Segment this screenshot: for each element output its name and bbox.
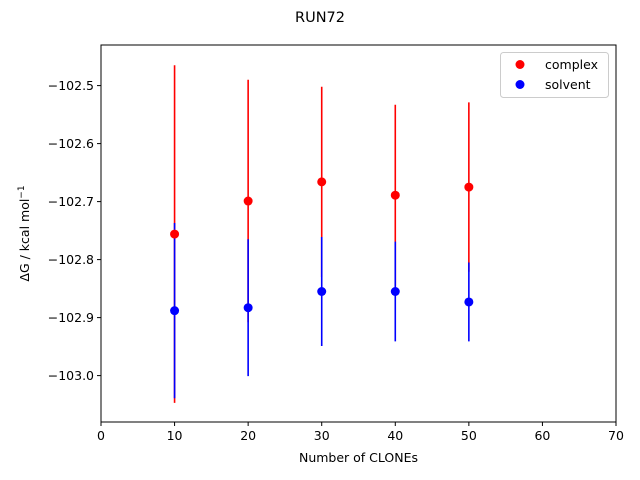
x-axis: 0 10 20 30 40 50 60 70	[97, 422, 624, 443]
data-point-solvent-1	[243, 303, 253, 313]
data-point-solvent-2	[317, 287, 327, 296]
axes-frame	[100, 44, 617, 423]
x-tick-label-4: 40	[387, 428, 403, 443]
x-tick-label-2: 20	[240, 428, 256, 443]
y-tick-label-1: −102.9	[48, 310, 94, 325]
data-point-complex-2	[317, 177, 327, 187]
data-point-solvent-0	[170, 306, 180, 316]
plot-area	[170, 65, 474, 403]
legend-label-solvent: solvent	[545, 77, 591, 92]
data-point-complex-4	[464, 182, 474, 192]
y-axis-label-main: ΔG / kcal mol	[17, 199, 32, 282]
legend-marker-complex	[515, 60, 525, 69]
legend-box	[500, 52, 609, 98]
legend-marker-solvent	[515, 80, 525, 89]
legend-label-complex: complex	[545, 57, 598, 72]
legend: complex solvent	[500, 52, 609, 98]
data-point-complex-3	[390, 190, 400, 200]
x-tick-label-5: 50	[461, 428, 477, 443]
y-axis-label: ΔG / kcal mol−1	[17, 185, 32, 281]
y-axis: −103.0 −102.9 −102.8 −102.7 −102.6 −102.5	[48, 78, 101, 383]
y-tick-label-3: −102.7	[48, 194, 94, 209]
y-tick-label-2: −102.8	[48, 252, 94, 267]
y-tick-label-5: −102.5	[48, 78, 94, 93]
x-tick-label-6: 60	[534, 428, 550, 443]
x-tick-label-3: 30	[314, 428, 330, 443]
x-tick-label-1: 10	[167, 428, 183, 443]
y-tick-label-0: −103.0	[48, 368, 94, 383]
y-axis-label-superscript: −1	[17, 185, 27, 198]
x-tick-label-7: 70	[608, 428, 624, 443]
data-point-complex-1	[243, 196, 253, 206]
y-tick-label-4: −102.6	[48, 136, 94, 151]
data-point-solvent-4	[464, 297, 474, 307]
x-tick-label-0: 0	[97, 428, 105, 443]
data-point-complex-0	[170, 229, 180, 239]
x-axis-label: Number of CLONEs	[299, 450, 418, 465]
chart-title: RUN72	[295, 10, 345, 26]
data-point-solvent-3	[390, 287, 400, 296]
